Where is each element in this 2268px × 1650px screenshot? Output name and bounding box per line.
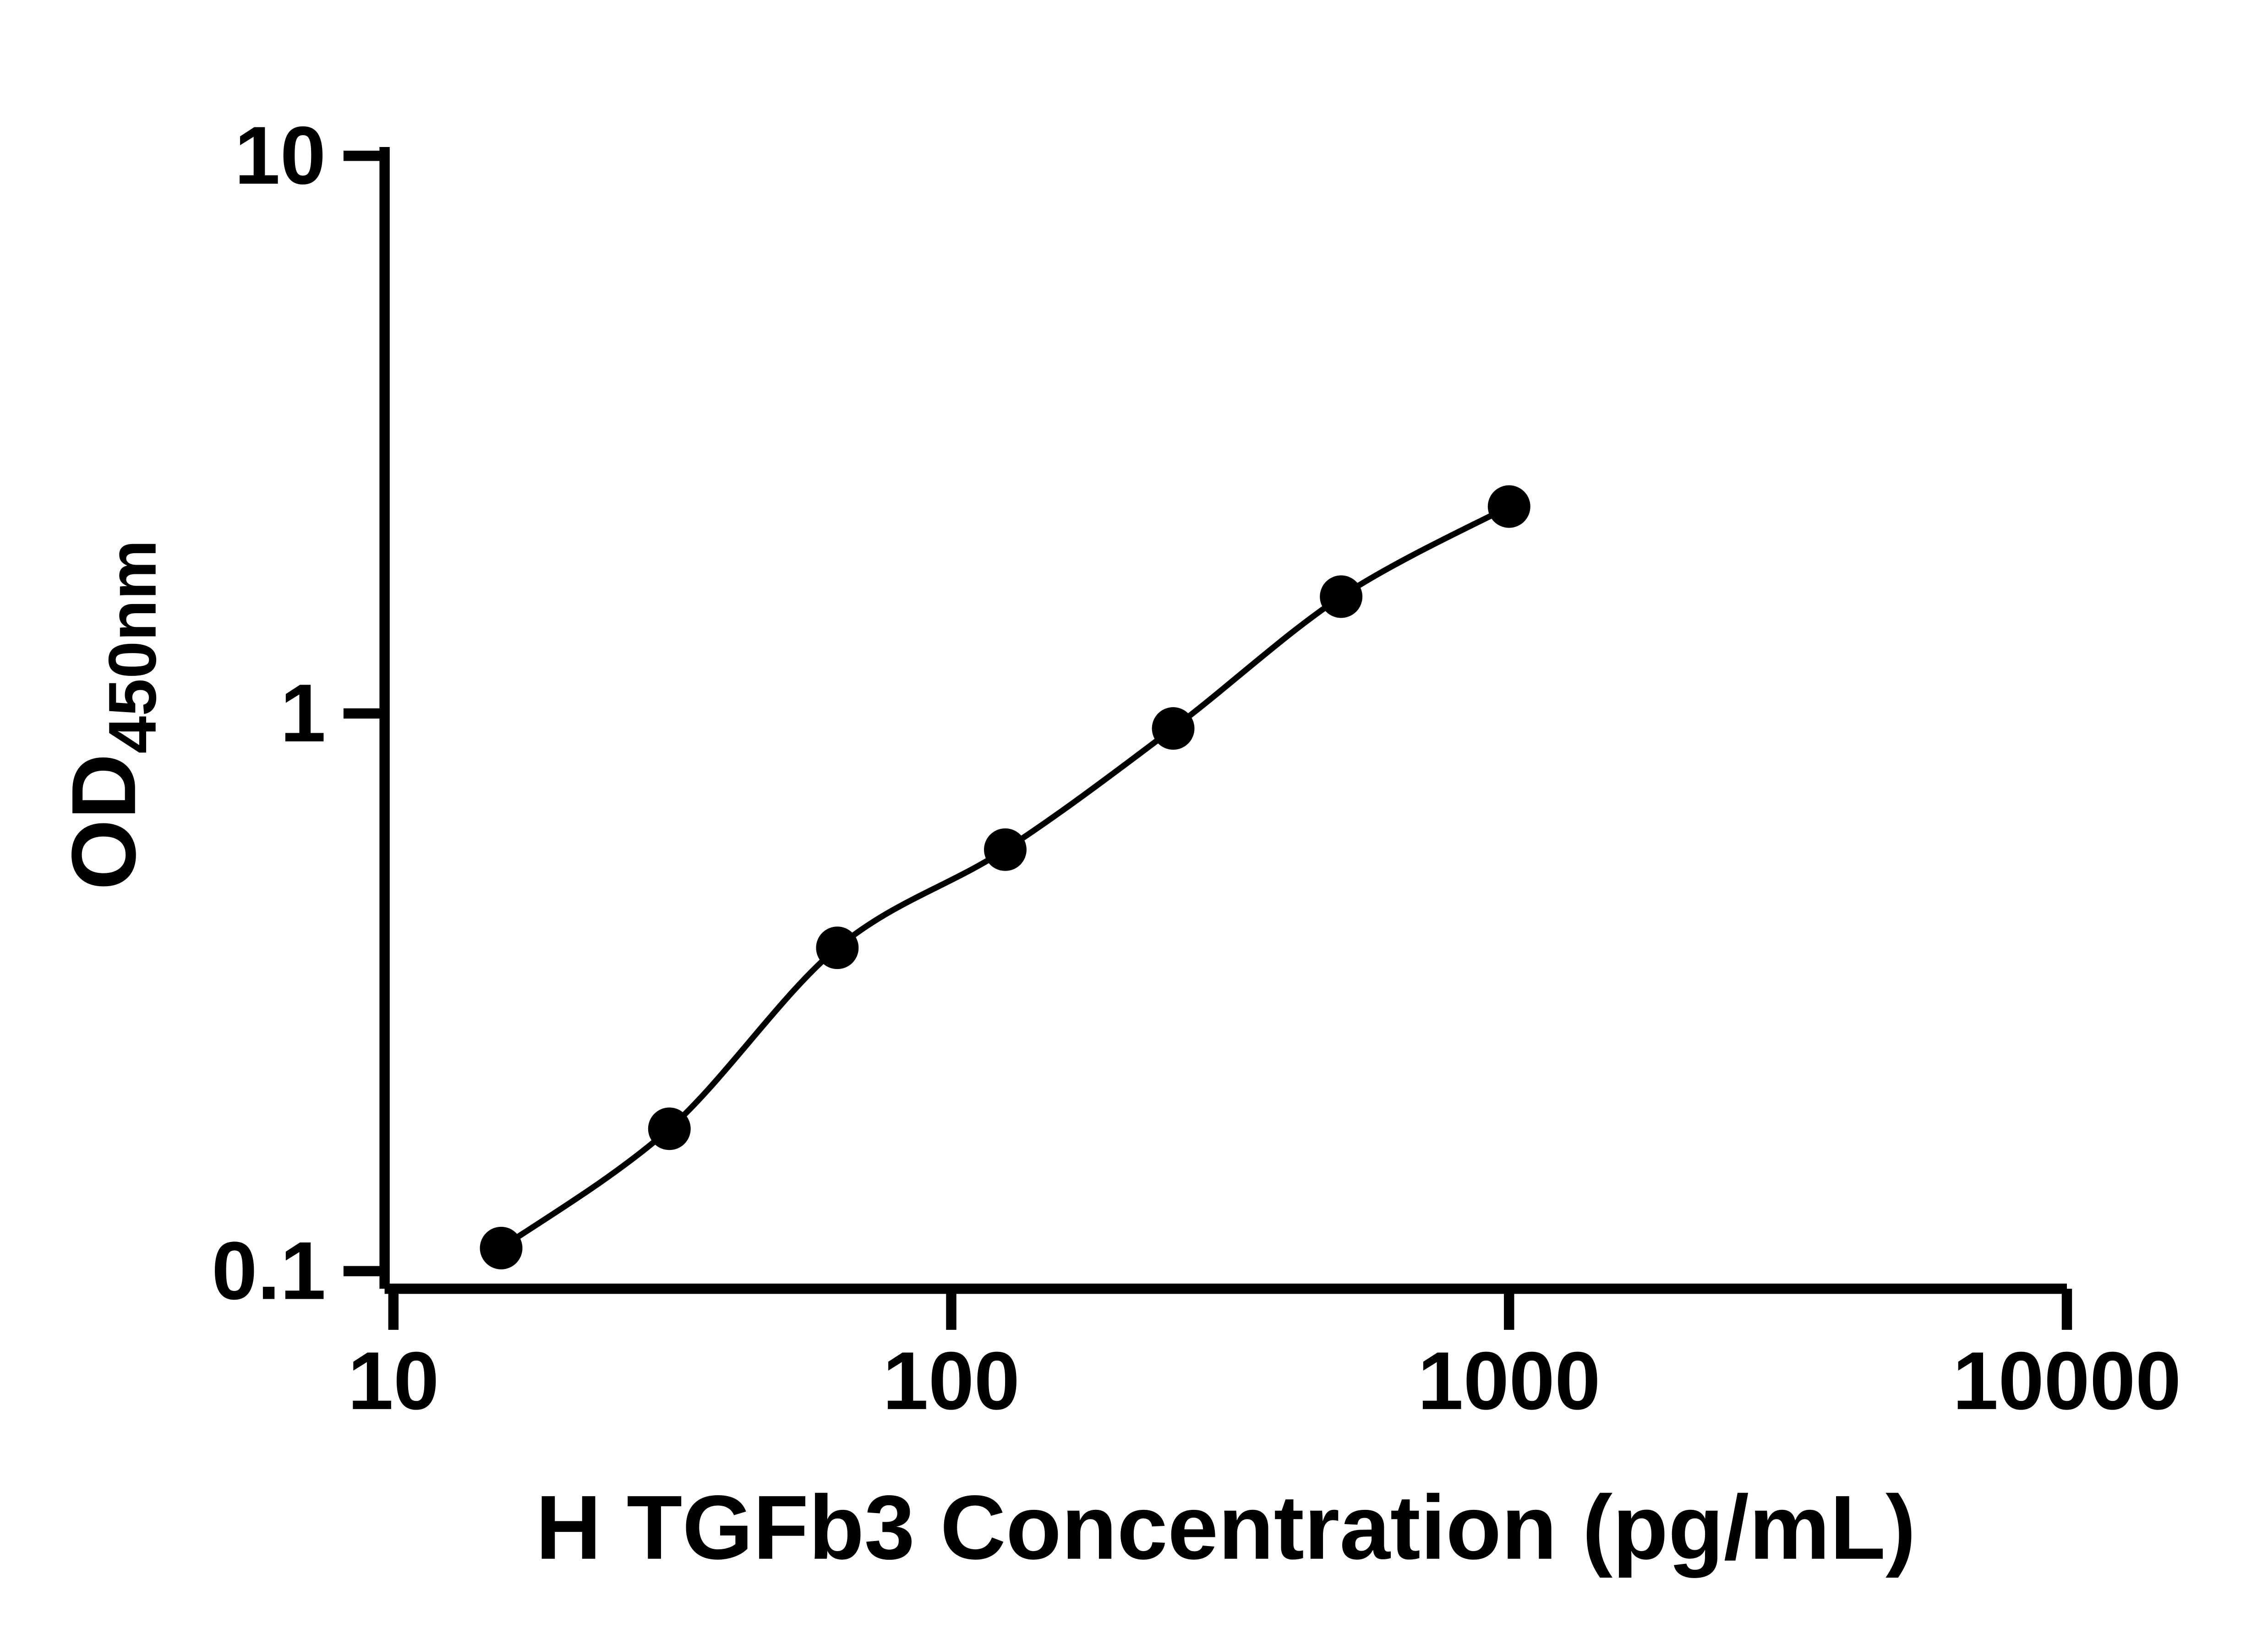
data-point	[1320, 575, 1363, 618]
x-axis-tick-label: 1000	[1418, 1335, 1601, 1427]
x-axis-title: H TGFb3 Concentration (pg/mL)	[536, 1477, 1916, 1579]
data-points	[480, 485, 1530, 1269]
data-point	[816, 926, 859, 969]
data-point	[1152, 707, 1195, 750]
data-point	[648, 1107, 691, 1150]
data-point	[480, 1226, 523, 1269]
y-axis-tick-label: 10	[235, 110, 326, 201]
y-axis-tick-label: 0.1	[212, 1225, 326, 1317]
x-axis-tick-label: 100	[883, 1335, 1020, 1427]
x-axis-tick-label: 10	[348, 1335, 439, 1427]
y-axis-ticks: 0.1 1 10	[212, 110, 385, 1317]
data-point	[1487, 485, 1530, 528]
y-axis-tick-label: 1	[280, 668, 326, 759]
x-axis-tick-label: 10000	[1952, 1335, 2181, 1427]
y-axis-title-main: OD	[53, 754, 155, 890]
x-axis-ticks: 10 100 1000 10000	[348, 1289, 2181, 1427]
y-axis-title: OD450nm	[53, 540, 170, 890]
data-point	[984, 828, 1027, 871]
y-axis-title-subscript: 450nm	[95, 540, 170, 754]
